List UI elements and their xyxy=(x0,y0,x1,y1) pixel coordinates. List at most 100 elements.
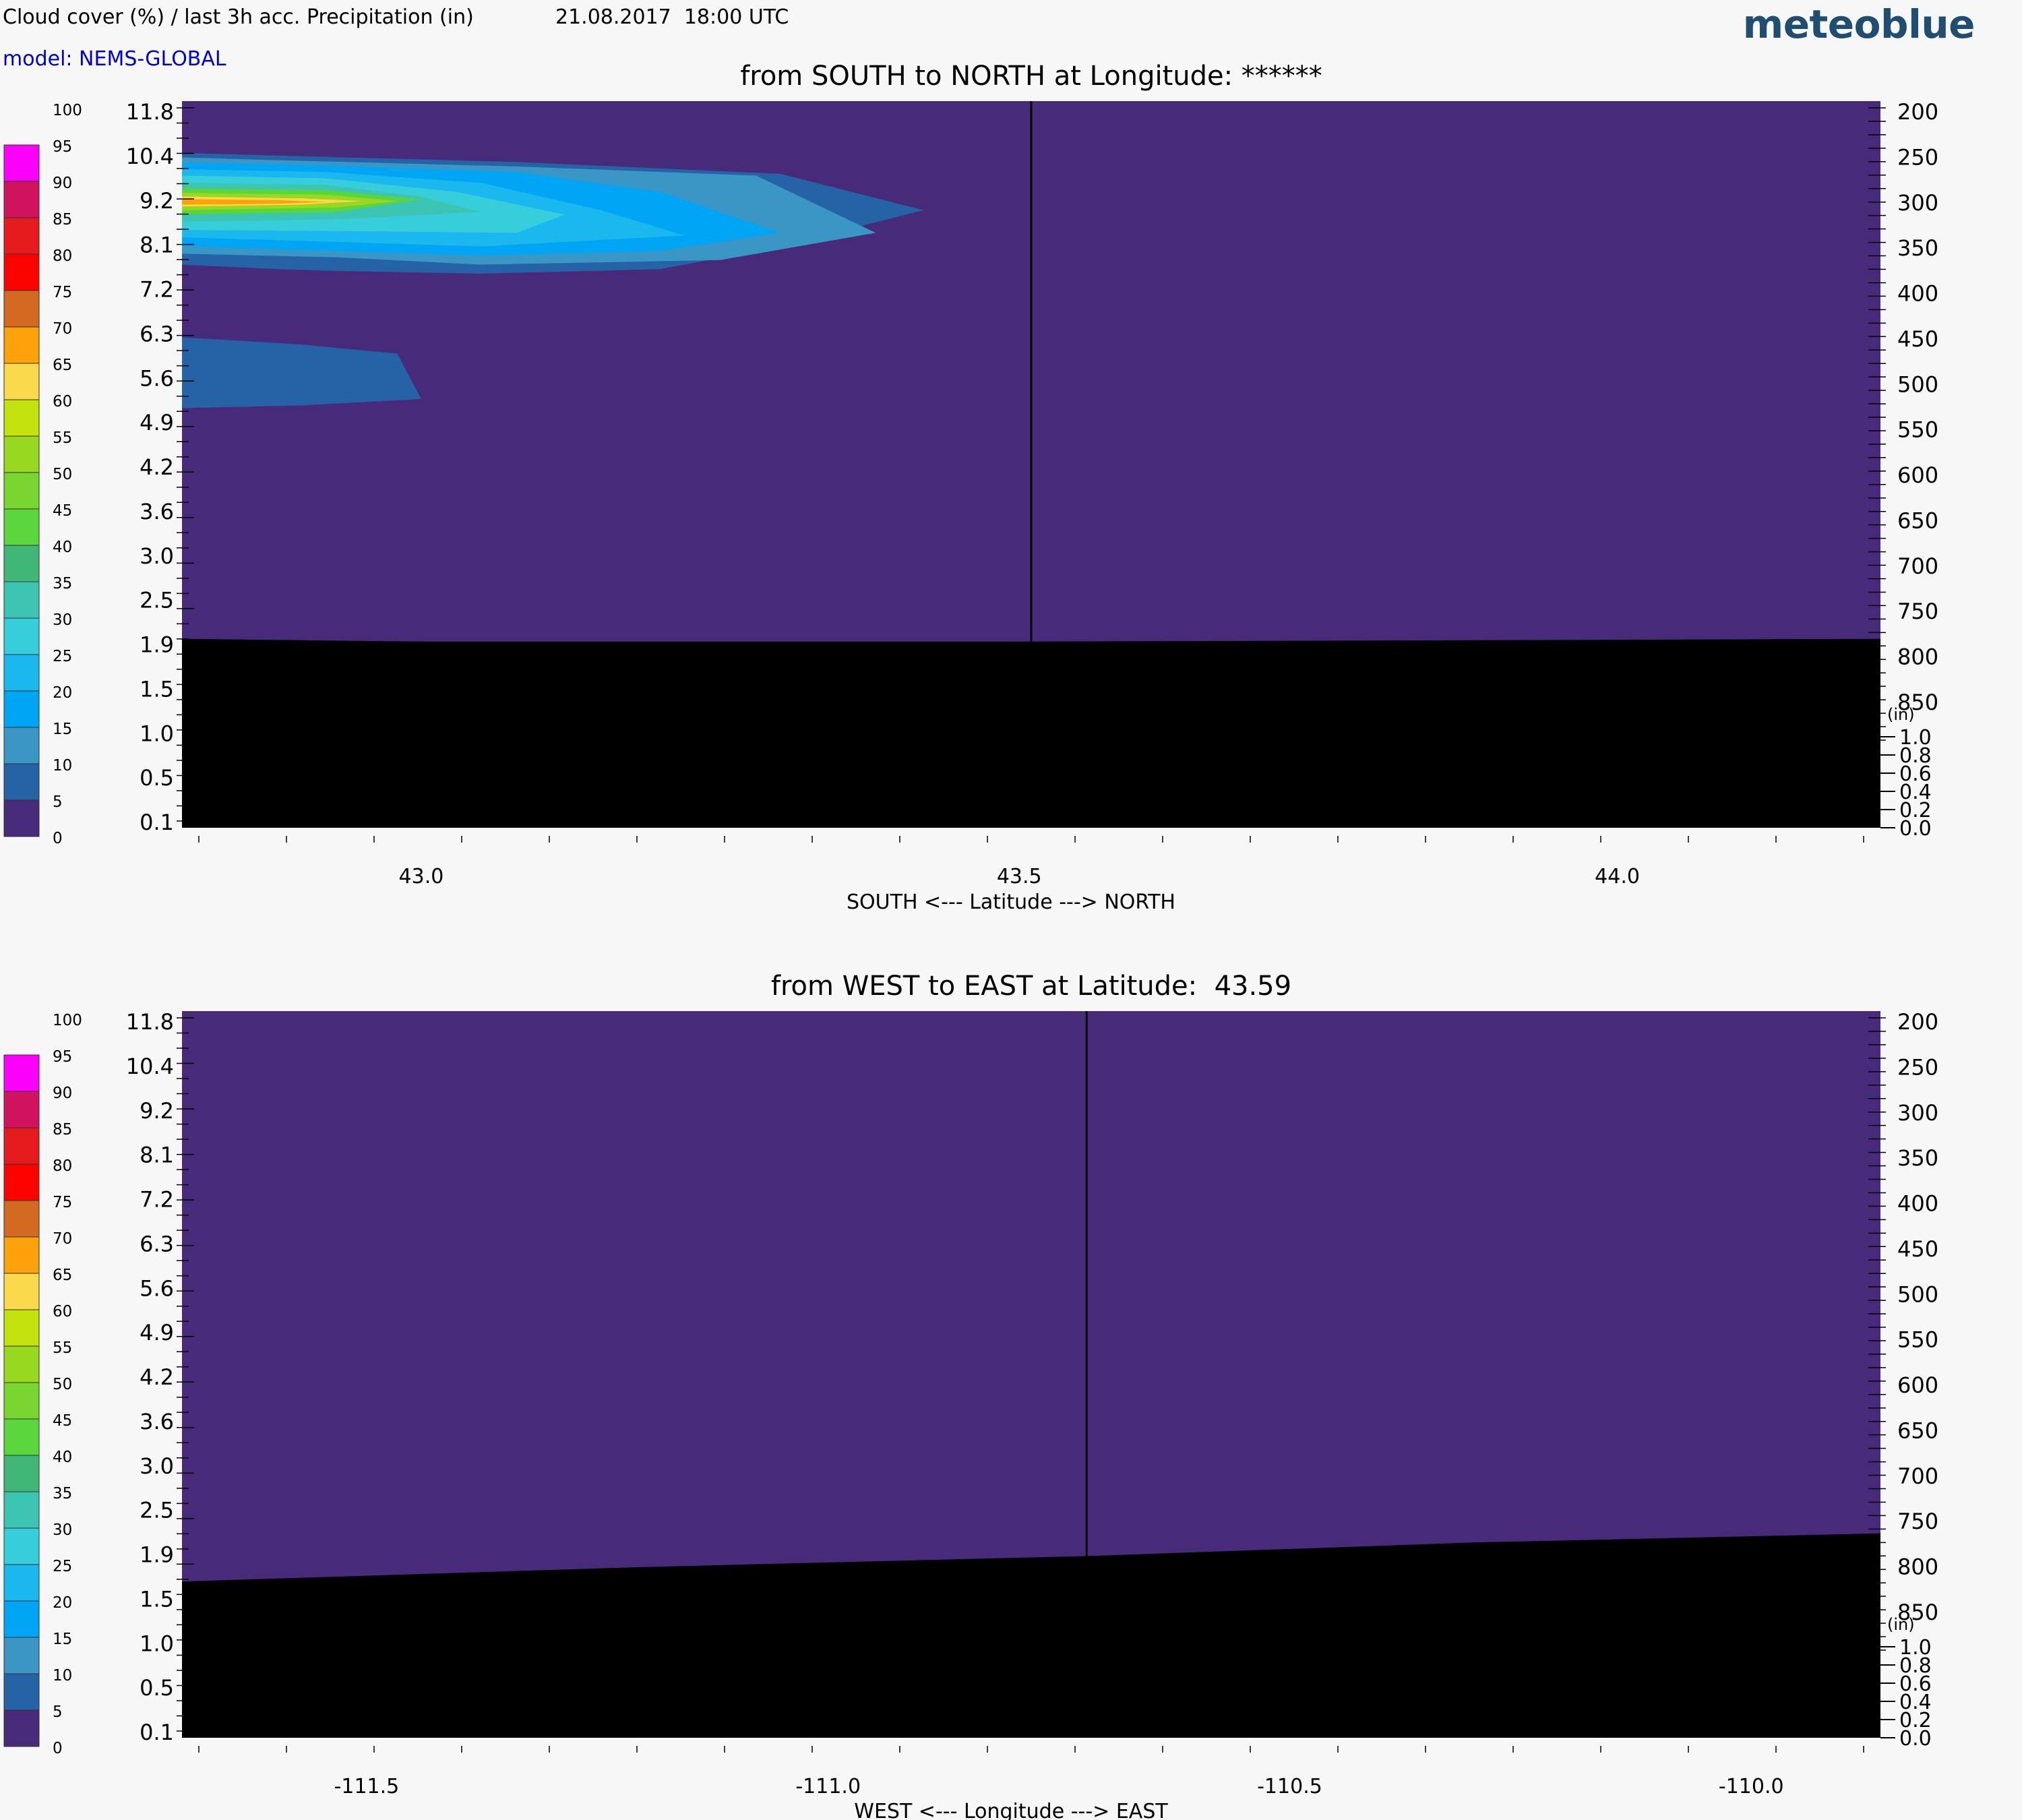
y-left-tick-label: 10.4 xyxy=(126,144,174,169)
colorbar-swatch xyxy=(3,1200,40,1238)
colorbar-label: 45 xyxy=(53,1412,72,1430)
colorbar-swatch xyxy=(3,1709,40,1747)
colorbar-swatch xyxy=(3,654,40,692)
terrain xyxy=(182,638,1880,828)
colorbar-label: 100 xyxy=(53,102,82,119)
y-right-tick-label: 700 xyxy=(1897,553,1938,579)
x-axis-label: SOUTH <--- Latitude ---> NORTH xyxy=(847,890,1175,914)
colorbar-label: 15 xyxy=(53,721,72,738)
y-left-tick-label: 1.0 xyxy=(140,721,174,746)
brand-logo[interactable]: meteoblue xyxy=(1742,1,1975,47)
colorbar-label: 90 xyxy=(53,175,72,192)
colorbar-swatch xyxy=(3,508,40,546)
colorbar-label: 85 xyxy=(53,211,72,229)
colorbar-label: 20 xyxy=(53,684,72,702)
y-left-tick-label: 8.1 xyxy=(140,233,174,258)
y-right-tick-label: 750 xyxy=(1897,1509,1938,1534)
colorbar-swatch xyxy=(3,1309,40,1347)
colorbar-label: 95 xyxy=(53,138,72,156)
colorbar-label: 55 xyxy=(53,429,72,447)
y-left-tick-label: 7.2 xyxy=(140,1187,174,1213)
colorbar-label: 25 xyxy=(53,1558,72,1575)
colorbar-label: 45 xyxy=(53,502,72,520)
y-left-tick-label: 6.3 xyxy=(140,321,174,346)
y-left-tick-label: 4.9 xyxy=(140,1320,174,1345)
y-right-tick-label: 200 xyxy=(1897,99,1938,125)
y-right-tick-label: 600 xyxy=(1897,1372,1938,1398)
x-tick-label: -110.5 xyxy=(1257,1775,1322,1798)
colorbar-swatch xyxy=(3,217,40,255)
x-axis-label: WEST <--- Longitude ---> EAST xyxy=(854,1800,1168,1820)
x-tick-label: -110.0 xyxy=(1719,1775,1784,1798)
colorbar-label: 25 xyxy=(53,648,72,665)
colorbar-swatch xyxy=(3,399,40,437)
colorbar-label: 55 xyxy=(53,1339,72,1357)
y-right-tick-label: 250 xyxy=(1897,1054,1938,1080)
colorbar-label: 35 xyxy=(53,1485,72,1503)
y-left-tick-label: 9.2 xyxy=(140,1098,174,1124)
y-left-tick-label: 4.2 xyxy=(140,454,174,480)
panel1-title: from SOUTH to NORTH at Longitude: ****** xyxy=(740,61,1322,92)
colorbar-swatch xyxy=(3,1527,40,1565)
colorbar-swatch xyxy=(3,763,40,801)
panel2-title: from WEST to EAST at Latitude: 43.59 xyxy=(770,971,1292,1002)
y-right-tick-label: 650 xyxy=(1897,508,1938,533)
y-right-tick-label: 250 xyxy=(1897,144,1938,170)
colorbar-swatch xyxy=(3,1127,40,1165)
y-right-tick-label: 650 xyxy=(1897,1418,1938,1443)
y-left-tick-label: 3.6 xyxy=(140,1409,174,1434)
y-left-tick-label: 0.5 xyxy=(140,1675,174,1701)
y-left-tick-label: 1.5 xyxy=(140,676,174,702)
precip-tick-label: 0.8 xyxy=(1899,744,1932,768)
colorbar-label: 95 xyxy=(53,1048,72,1066)
y-right-tick-label: 300 xyxy=(1897,190,1938,216)
y-left-tick-label: 2.5 xyxy=(140,1498,174,1523)
y-left-tick-label: 5.6 xyxy=(140,365,174,391)
y-right-tick-label: 600 xyxy=(1897,462,1938,488)
colorbar-swatch xyxy=(3,1273,40,1310)
colorbar-label: 40 xyxy=(53,1449,72,1466)
y-left-tick-label: 1.9 xyxy=(140,632,174,658)
y-left-tick-label: 4.9 xyxy=(140,410,174,435)
y-right-tick-label: 350 xyxy=(1897,1145,1938,1171)
colorbar-label: 35 xyxy=(53,575,72,593)
colorbar-swatch xyxy=(3,181,40,218)
terrain xyxy=(182,1533,1880,1738)
colorbar-swatch xyxy=(3,545,40,582)
y-left-tick-label: 7.2 xyxy=(140,277,174,303)
y-right-tick-label: 450 xyxy=(1897,1236,1938,1262)
colorbar-swatch xyxy=(3,1345,40,1383)
x-tick-label: 43.0 xyxy=(399,865,444,888)
colorbar-label: 0 xyxy=(53,1740,63,1757)
colorbar-swatch xyxy=(3,799,40,837)
colorbar-label: 75 xyxy=(53,284,72,301)
y-right-tick-label: 500 xyxy=(1897,371,1938,397)
y-left-tick-label: 1.9 xyxy=(140,1542,174,1568)
colorbar-swatch xyxy=(3,1236,40,1274)
colorbar-swatch xyxy=(3,1564,40,1602)
y-right-tick-label: 450 xyxy=(1897,326,1938,352)
y-left-tick-label: 3.0 xyxy=(140,543,174,569)
colorbar-label: 20 xyxy=(53,1594,72,1612)
y-left-tick-label: 10.4 xyxy=(126,1054,174,1079)
colorbar-label: 60 xyxy=(53,393,72,411)
y-left-tick-label: 0.5 xyxy=(140,765,174,791)
y-left-tick-label: 2.5 xyxy=(140,588,174,613)
y-left-tick-label: 8.1 xyxy=(140,1143,174,1168)
colorbar-label: 30 xyxy=(53,611,72,629)
colorbar-label: 80 xyxy=(53,247,72,265)
precip-unit: (in) xyxy=(1887,705,1915,724)
y-left-tick-label: 11.8 xyxy=(126,1009,174,1035)
y-left-tick-label: 1.5 xyxy=(140,1586,174,1612)
y-right-tick-label: 350 xyxy=(1897,235,1938,261)
y-right-tick-label: 400 xyxy=(1897,281,1938,307)
y-left-tick-label: 1.0 xyxy=(140,1631,174,1656)
y-right-tick-label: 850 xyxy=(1897,1600,1938,1625)
precip-tick-label: 0.4 xyxy=(1899,781,1932,804)
y-right-tick-label: 800 xyxy=(1897,1554,1938,1580)
precip-tick-label: 0.6 xyxy=(1899,1672,1932,1696)
y-left-tick-label: 0.1 xyxy=(140,810,174,835)
precip-tick-label: 0.8 xyxy=(1899,1654,1932,1678)
y-left-tick-label: 3.0 xyxy=(140,1453,174,1479)
colorbar-swatch xyxy=(3,1600,40,1638)
